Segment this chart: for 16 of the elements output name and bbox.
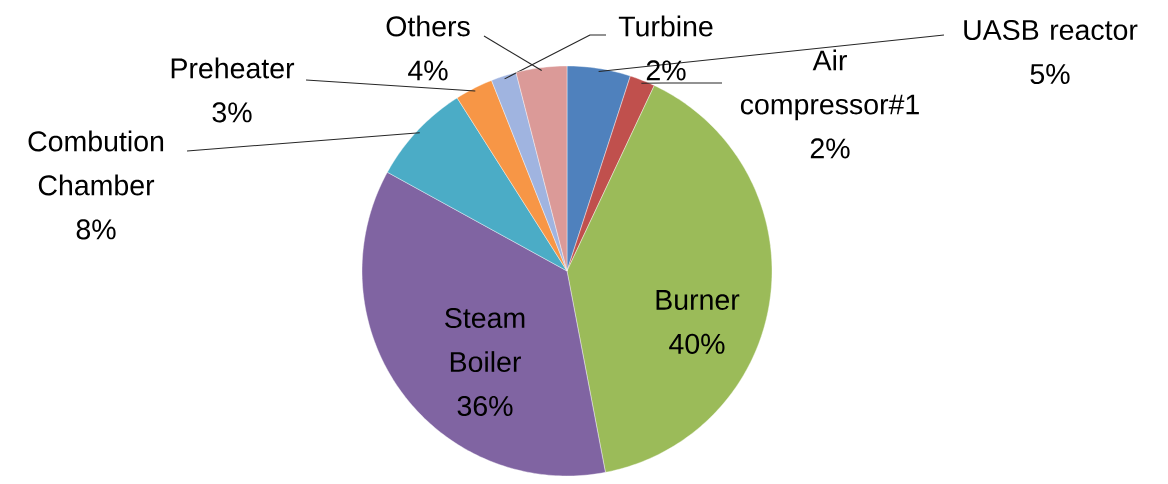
slice-label: Burner <box>656 290 740 310</box>
slice-label: Steam Boiler <box>445 307 525 373</box>
data-label: 40% <box>669 333 725 354</box>
slice-label: Combution Chamber <box>28 130 164 196</box>
data-label: 2% <box>810 138 850 159</box>
data-label: 36% <box>457 395 513 417</box>
data-label: 5% <box>1030 64 1070 85</box>
data-label: 2% <box>646 60 686 81</box>
slice-label: Others <box>386 15 470 37</box>
slice-label: UASB reactor <box>964 19 1138 41</box>
slice-label: Air compressor#1 <box>740 49 919 121</box>
data-label: 4% <box>408 60 448 81</box>
data-label: 8% <box>76 219 116 240</box>
data-label: 3% <box>212 102 252 123</box>
slice-label: Preheater <box>171 57 295 79</box>
slice-label: Turbine <box>618 15 713 37</box>
